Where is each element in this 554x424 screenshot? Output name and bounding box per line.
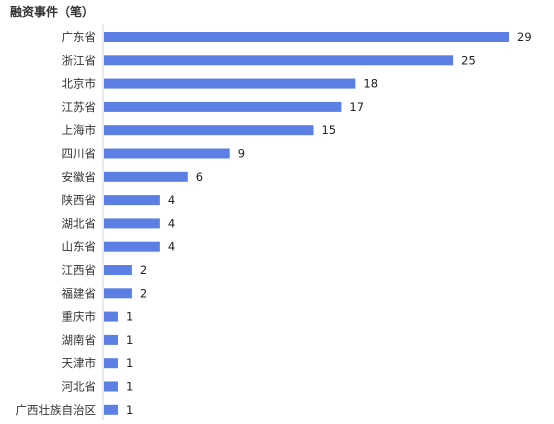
bar — [104, 32, 509, 42]
category-label: 山东省 — [62, 240, 97, 254]
bars-group: 广东省 29 浙江省 25 北京市 18 江苏省 17 上海市 15 四川省 9 安徽省 6 陕西省 4 湖北省… — [16, 30, 532, 417]
value-label: 2 — [140, 286, 147, 300]
bar — [104, 311, 118, 322]
value-label: 4 — [168, 216, 175, 230]
chart-title: 融资事件（笔） — [10, 4, 94, 19]
category-label: 江苏省 — [62, 100, 97, 114]
bar — [104, 125, 314, 136]
category-label: 安徽省 — [62, 170, 97, 184]
bar — [104, 288, 132, 299]
category-label: 湖北省 — [62, 216, 97, 230]
value-label: 1 — [126, 333, 133, 347]
value-label: 2 — [140, 263, 147, 277]
category-label: 天津市 — [62, 356, 97, 370]
value-label: 18 — [363, 77, 378, 91]
value-label: 6 — [196, 170, 203, 184]
bar — [104, 171, 188, 182]
bar — [104, 101, 342, 112]
bar — [104, 358, 118, 369]
category-label: 江西省 — [62, 263, 97, 277]
bar — [104, 265, 132, 275]
value-label: 1 — [126, 403, 133, 417]
value-label: 17 — [349, 100, 364, 114]
bar — [104, 218, 160, 229]
category-label: 湖南省 — [62, 333, 97, 347]
bar — [104, 55, 454, 66]
bar — [104, 148, 230, 159]
bar — [104, 404, 118, 415]
value-label: 4 — [168, 193, 175, 207]
category-label: 广东省 — [62, 30, 97, 44]
bar — [104, 334, 118, 345]
category-label: 广西壮族自治区 — [16, 403, 97, 417]
value-label: 1 — [126, 310, 133, 324]
category-label: 河北省 — [62, 380, 97, 394]
value-label: 25 — [461, 53, 476, 67]
value-label: 1 — [126, 356, 133, 370]
bar — [104, 381, 118, 392]
value-label: 1 — [126, 380, 133, 394]
category-label: 四川省 — [62, 147, 97, 161]
bar — [104, 78, 356, 89]
category-label: 福建省 — [62, 286, 97, 300]
category-label: 上海市 — [62, 123, 97, 137]
category-label: 浙江省 — [62, 53, 97, 67]
category-label: 北京市 — [62, 77, 97, 91]
bar — [104, 241, 160, 252]
value-label: 15 — [321, 123, 336, 137]
value-label: 29 — [517, 30, 532, 44]
bar — [104, 195, 160, 206]
category-label: 陕西省 — [62, 193, 97, 207]
value-label: 4 — [168, 240, 175, 254]
category-label: 重庆市 — [62, 310, 97, 324]
value-label: 9 — [238, 147, 245, 161]
